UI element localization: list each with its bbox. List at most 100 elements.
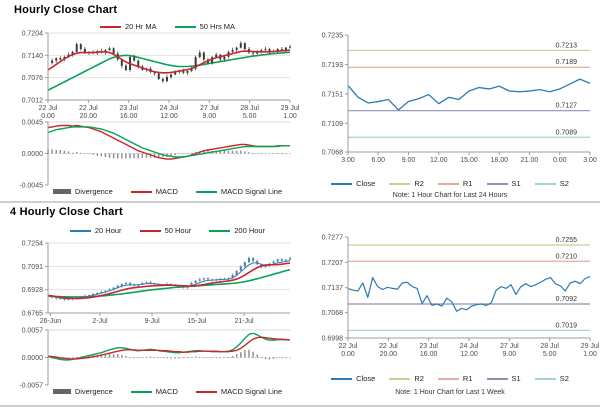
- legend-label: MACD Signal Line: [220, 187, 283, 196]
- legend-item-20-hour: 20 Hour: [69, 226, 122, 235]
- hourly-chart-title: Hourly Close Chart: [14, 4, 118, 16]
- bottom-divider: [0, 405, 600, 407]
- line-marker-icon: [389, 182, 411, 185]
- line-marker-icon: [99, 25, 121, 28]
- svg-text:5.00: 5.00: [243, 113, 257, 120]
- legend-item-r2: R2: [389, 374, 424, 383]
- line-marker-icon: [130, 390, 152, 393]
- svg-text:28 Jul: 28 Jul: [540, 343, 559, 350]
- legend-item-macd-signal-line: MACD Signal Line: [195, 187, 283, 196]
- bar-marker-icon: [52, 389, 71, 394]
- svg-text:24 Jul: 24 Jul: [160, 105, 179, 112]
- line-marker-icon: [139, 229, 161, 232]
- svg-text:9.00: 9.00: [203, 113, 217, 120]
- svg-text:18.00: 18.00: [490, 157, 508, 164]
- legend-label: Close: [356, 179, 376, 188]
- legend-label: 20 Hr MA: [124, 22, 157, 31]
- svg-text:5.00: 5.00: [543, 351, 557, 358]
- line-marker-icon: [437, 377, 459, 380]
- legend-label: 20 Hour: [94, 226, 122, 235]
- four-hourly-macd-legend: Divergence MACD MACD Signal Line: [40, 387, 295, 396]
- svg-text:12.00: 12.00: [460, 351, 478, 358]
- hourly-pivot-chart: 0.7213 0.7189 0.7127 0.7089 0.7235 0.7193 0.71…: [322, 33, 597, 165]
- legend-label: S2: [559, 374, 569, 383]
- line-marker-icon: [437, 182, 459, 185]
- svg-text:0.7137: 0.7137: [322, 285, 344, 292]
- svg-text:20.00: 20.00: [80, 113, 98, 120]
- line-marker-icon: [534, 182, 556, 185]
- svg-text:27 Jul: 27 Jul: [200, 105, 219, 112]
- legend-item-r1: R1: [437, 374, 473, 383]
- svg-text:0.7255: 0.7255: [556, 237, 578, 244]
- svg-text:0.7019: 0.7019: [556, 322, 578, 329]
- legend-label: R1: [462, 179, 473, 188]
- line-marker-icon: [174, 25, 196, 28]
- line-marker-icon: [69, 229, 91, 232]
- svg-text:23 Jul: 23 Jul: [419, 343, 438, 350]
- weekly-pivot-legend: Close R2 R1 S1 S2: [310, 374, 590, 383]
- legend-label: MACD: [155, 187, 178, 196]
- legend-label: S2: [559, 179, 569, 188]
- svg-text:16.00: 16.00: [120, 113, 138, 120]
- svg-text:0.6928: 0.6928: [22, 287, 44, 294]
- svg-text:0.7089: 0.7089: [556, 129, 578, 136]
- hourly-pivot-legend: Close R2 R1 S1 S2: [310, 179, 590, 188]
- svg-text:3.00: 3.00: [583, 157, 597, 164]
- four-hourly-price-legend: 20 Hour 50 Hour 200 Hour: [40, 226, 295, 235]
- legend-item-macd-signal-line: MACD Signal Line: [195, 387, 282, 396]
- legend-label: R2: [414, 374, 424, 383]
- legend-label: 200 Hour: [234, 226, 266, 235]
- legend-item-s2: S2: [534, 179, 569, 188]
- legend-label: S1: [511, 374, 521, 383]
- legend-item-50-hrs-ma: 50 Hrs MA: [174, 22, 236, 31]
- svg-text:2-Jul: 2-Jul: [92, 318, 108, 325]
- legend-label: R1: [462, 374, 473, 383]
- svg-text:0.7235: 0.7235: [322, 33, 344, 40]
- line-marker-icon: [331, 377, 353, 380]
- svg-text:24 Jul: 24 Jul: [460, 343, 479, 350]
- svg-text:29 Jul: 29 Jul: [581, 343, 600, 350]
- legend-label: 50 Hrs MA: [199, 22, 236, 31]
- svg-text:-0.0057: -0.0057: [19, 383, 43, 390]
- line-marker-icon: [195, 190, 217, 193]
- horizontal-divider: [0, 201, 600, 203]
- svg-text:16.00: 16.00: [420, 351, 438, 358]
- line-marker-icon: [389, 377, 411, 380]
- svg-text:0.7204: 0.7204: [22, 31, 44, 38]
- svg-text:0.7210: 0.7210: [556, 253, 578, 260]
- svg-text:0.7012: 0.7012: [22, 98, 44, 105]
- legend-item-divergence: Divergence: [52, 387, 113, 396]
- svg-text:21.00: 21.00: [521, 157, 539, 164]
- svg-text:29 Jul: 29 Jul: [281, 105, 300, 112]
- legend-label: Close: [356, 374, 376, 383]
- svg-text:0.7213: 0.7213: [556, 42, 578, 49]
- svg-text:28 Jul: 28 Jul: [240, 105, 259, 112]
- legend-item-s1: S1: [486, 374, 521, 383]
- svg-text:12.00: 12.00: [160, 113, 178, 120]
- svg-text:23 Jul: 23 Jul: [119, 105, 138, 112]
- hourly-macd-chart: 0.0045 0.0000 -0.0045: [19, 120, 291, 188]
- svg-text:0.7140: 0.7140: [22, 53, 44, 60]
- four-hourly-chart-title: 4 Hourly Close Chart: [10, 206, 123, 218]
- svg-text:0.6998: 0.6998: [322, 336, 344, 343]
- svg-text:0.6765: 0.6765: [22, 311, 44, 318]
- bar-marker-icon: [52, 189, 71, 194]
- legend-label: Divergence: [74, 387, 113, 396]
- svg-text:22 Jul: 22 Jul: [79, 105, 98, 112]
- hourly-macd-legend: Divergence MACD MACD Signal Line: [40, 187, 295, 196]
- four-hourly-macd-chart: 0.0057 0.0000 -0.0057: [19, 328, 291, 390]
- svg-text:15-Jul: 15-Jul: [187, 318, 207, 325]
- svg-text:0.7151: 0.7151: [322, 91, 344, 98]
- legend-item-s1: S1: [486, 179, 521, 188]
- line-marker-icon: [486, 182, 508, 185]
- svg-text:9.00: 9.00: [402, 157, 416, 164]
- svg-text:0.7193: 0.7193: [322, 62, 344, 69]
- svg-text:0.7092: 0.7092: [556, 296, 578, 303]
- legend-label: R2: [414, 179, 424, 188]
- svg-text:12.00: 12.00: [430, 157, 448, 164]
- legend-item-macd: MACD: [130, 187, 178, 196]
- svg-text:22 Jul: 22 Jul: [339, 343, 358, 350]
- svg-text:15.00: 15.00: [460, 157, 478, 164]
